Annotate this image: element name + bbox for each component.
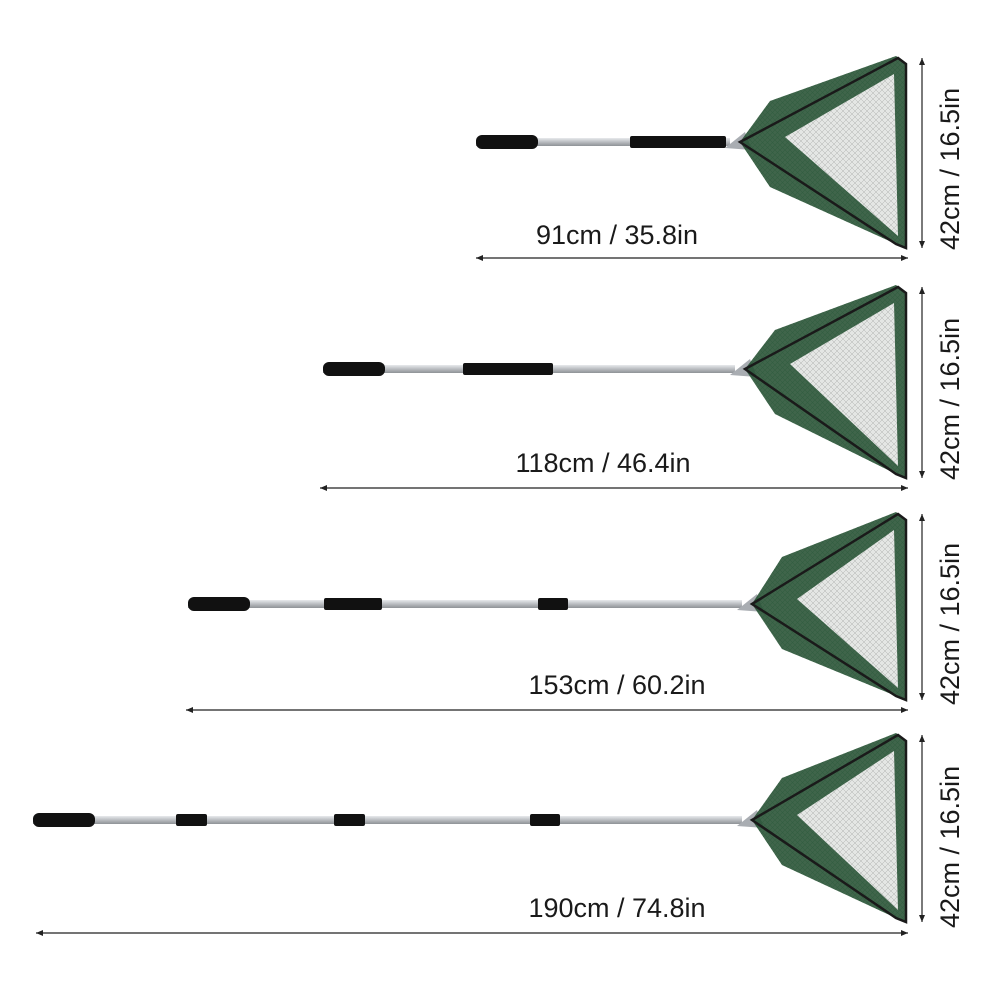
height-label: 42cm / 16.5in	[935, 765, 965, 928]
arrow-head-icon	[320, 485, 327, 491]
handle-grip	[476, 135, 538, 149]
pole-joint	[334, 814, 365, 826]
arrow-head-icon	[919, 915, 925, 922]
telescopic-pole	[188, 600, 742, 608]
pole-joint	[538, 598, 568, 610]
telescopic-pole	[476, 138, 730, 146]
net-inner-texture	[790, 303, 898, 466]
height-label: 42cm / 16.5in	[935, 87, 965, 250]
arrow-head-icon	[36, 930, 43, 936]
handle-grip	[323, 362, 385, 376]
net-frame	[737, 56, 908, 250]
arrow-head-icon	[919, 471, 925, 478]
handle-grip	[188, 597, 250, 611]
pole-joint	[463, 363, 553, 375]
arrow-head-icon	[901, 255, 908, 261]
arrow-head-icon	[476, 255, 483, 261]
arrow-head-icon	[919, 287, 925, 294]
pole-joint	[630, 136, 726, 148]
net-inner-texture	[785, 74, 898, 236]
arrow-head-icon	[919, 241, 925, 248]
pole-joint	[530, 814, 560, 826]
net-frame	[742, 285, 908, 480]
arrow-head-icon	[919, 514, 925, 521]
length-label: 190cm / 74.8in	[528, 893, 706, 923]
arrow-head-icon	[919, 735, 925, 742]
handle-grip	[33, 813, 95, 827]
length-label: 153cm / 60.2in	[528, 670, 706, 700]
net-inner-texture	[797, 530, 898, 688]
length-label: 118cm / 46.4in	[515, 448, 691, 478]
length-label: 91cm / 35.8in	[535, 220, 699, 250]
net-inner-texture	[797, 751, 898, 910]
net-frame	[749, 733, 908, 924]
arrow-head-icon	[901, 707, 908, 713]
arrow-head-icon	[919, 693, 925, 700]
pole-joint	[324, 598, 382, 610]
arrow-head-icon	[901, 485, 908, 491]
arrow-head-icon	[901, 930, 908, 936]
arrow-head-icon	[919, 58, 925, 65]
net-frame	[749, 512, 908, 702]
height-label: 42cm / 16.5in	[935, 542, 965, 705]
telescopic-pole	[33, 816, 742, 824]
pole-joint	[176, 814, 207, 826]
arrow-head-icon	[186, 707, 193, 713]
height-label: 42cm / 16.5in	[935, 317, 965, 480]
